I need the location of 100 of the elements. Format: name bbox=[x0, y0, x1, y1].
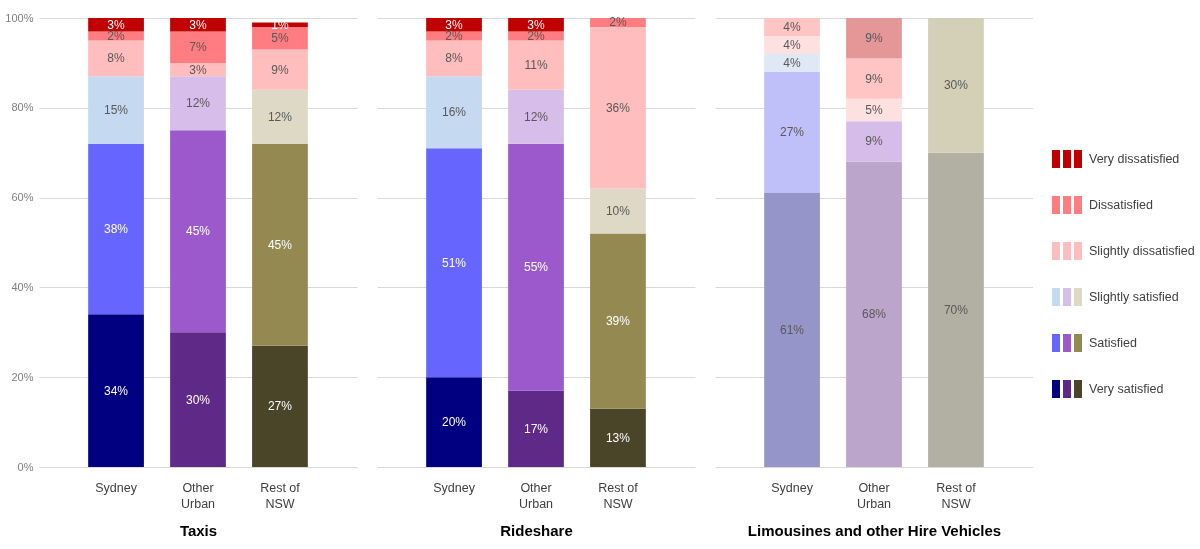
data-label: 61% bbox=[780, 323, 805, 338]
bar bbox=[590, 26, 646, 189]
bar bbox=[764, 71, 820, 194]
x-tick-label: Sydney bbox=[771, 480, 814, 495]
bar bbox=[508, 143, 564, 391]
legend-label: Very dissatisfied bbox=[1089, 152, 1180, 166]
bar bbox=[590, 408, 646, 467]
bar bbox=[590, 233, 646, 409]
data-label: 45% bbox=[185, 224, 211, 239]
bar bbox=[252, 345, 308, 467]
data-label: 51% bbox=[442, 255, 467, 270]
data-label: 9% bbox=[865, 134, 883, 149]
data-label: 8% bbox=[107, 51, 126, 66]
bar bbox=[170, 76, 226, 131]
bar bbox=[928, 152, 984, 467]
data-label: 15% bbox=[104, 103, 129, 118]
legend-label: Slightly satisfied bbox=[1089, 290, 1179, 304]
bar bbox=[846, 121, 902, 162]
bar bbox=[88, 40, 144, 77]
bar bbox=[426, 40, 482, 77]
data-label: 27% bbox=[780, 125, 805, 140]
data-label: 20% bbox=[442, 415, 467, 430]
data-label: 10% bbox=[605, 204, 631, 219]
data-label: 45% bbox=[267, 237, 293, 252]
legend-label: Slightly dissatisfied bbox=[1089, 244, 1195, 258]
x-tick-label: Sydney bbox=[95, 480, 138, 495]
x-tick-label: Rest of NSW bbox=[936, 480, 977, 511]
data-label: 5% bbox=[271, 31, 289, 46]
data-label: 5% bbox=[865, 103, 883, 118]
x-tick-label: Other Urban bbox=[856, 480, 892, 511]
bar bbox=[426, 148, 482, 378]
data-label: 38% bbox=[104, 222, 129, 237]
y-tick-label: 80% bbox=[11, 101, 34, 114]
data-label: 9% bbox=[865, 71, 883, 86]
data-label: 3% bbox=[189, 62, 207, 77]
data-label: 9% bbox=[865, 31, 883, 46]
x-axis-title: Taxis bbox=[179, 522, 218, 539]
bar bbox=[764, 53, 820, 72]
data-label: 55% bbox=[523, 260, 549, 275]
legend-label: Dissatisfied bbox=[1089, 198, 1153, 212]
bar bbox=[252, 89, 308, 144]
data-label: 4% bbox=[783, 19, 802, 34]
data-label: 17% bbox=[523, 421, 549, 436]
y-tick-label: 20% bbox=[11, 370, 34, 383]
bar bbox=[252, 49, 308, 90]
bar bbox=[170, 332, 226, 467]
x-tick-label: Rest of NSW bbox=[260, 480, 301, 511]
data-label: 12% bbox=[185, 96, 211, 111]
bar bbox=[252, 143, 308, 346]
y-tick-label: 40% bbox=[11, 280, 34, 293]
x-axis-title: Rideshare bbox=[500, 522, 573, 539]
data-label: 68% bbox=[861, 307, 887, 322]
bar bbox=[88, 314, 144, 467]
bar bbox=[846, 98, 902, 122]
bar bbox=[764, 35, 820, 54]
data-label: 12% bbox=[523, 109, 549, 124]
legend-label: Satisfied bbox=[1089, 336, 1137, 350]
bar bbox=[426, 377, 482, 467]
data-label: 36% bbox=[605, 100, 631, 115]
y-tick-label: 60% bbox=[11, 191, 34, 204]
bar bbox=[928, 18, 984, 153]
data-label: 9% bbox=[271, 62, 289, 77]
data-label: 11% bbox=[524, 58, 548, 73]
bar bbox=[252, 22, 308, 27]
data-label: 16% bbox=[442, 105, 467, 120]
data-label: 13% bbox=[605, 430, 631, 445]
x-tick-label: Rest of NSW bbox=[598, 480, 639, 511]
data-label: 70% bbox=[943, 302, 969, 317]
data-label: 7% bbox=[189, 40, 207, 55]
data-label: 2% bbox=[609, 15, 627, 30]
data-label: 39% bbox=[605, 314, 631, 329]
y-tick-label: 0% bbox=[17, 460, 34, 473]
bar bbox=[508, 390, 564, 467]
bar bbox=[764, 193, 820, 467]
data-label: 30% bbox=[185, 392, 211, 407]
x-tick-label: Sydney bbox=[433, 480, 476, 495]
bar bbox=[508, 89, 564, 144]
data-label: 30% bbox=[943, 78, 969, 93]
data-label: 4% bbox=[783, 37, 802, 52]
data-label: 8% bbox=[445, 51, 464, 66]
data-label: 34% bbox=[104, 383, 129, 398]
x-tick-label: Other Urban bbox=[180, 480, 216, 511]
y-tick-label: 100% bbox=[5, 11, 34, 24]
bar bbox=[88, 143, 144, 315]
legend-label: Very satisfied bbox=[1089, 382, 1164, 396]
bar bbox=[590, 188, 646, 234]
data-label: 27% bbox=[267, 399, 293, 414]
bar bbox=[764, 18, 820, 36]
x-tick-label: Other Urban bbox=[518, 480, 554, 511]
bar bbox=[170, 31, 226, 63]
bar bbox=[170, 130, 226, 333]
bar bbox=[846, 18, 902, 59]
data-label: 12% bbox=[267, 109, 293, 124]
bar bbox=[846, 161, 902, 467]
bar bbox=[426, 76, 482, 149]
bar bbox=[846, 58, 902, 99]
bar bbox=[508, 40, 564, 90]
x-axis-title: Limousines and other Hire Vehicles bbox=[747, 522, 1002, 539]
data-label: 4% bbox=[783, 55, 802, 70]
bar bbox=[88, 76, 144, 144]
